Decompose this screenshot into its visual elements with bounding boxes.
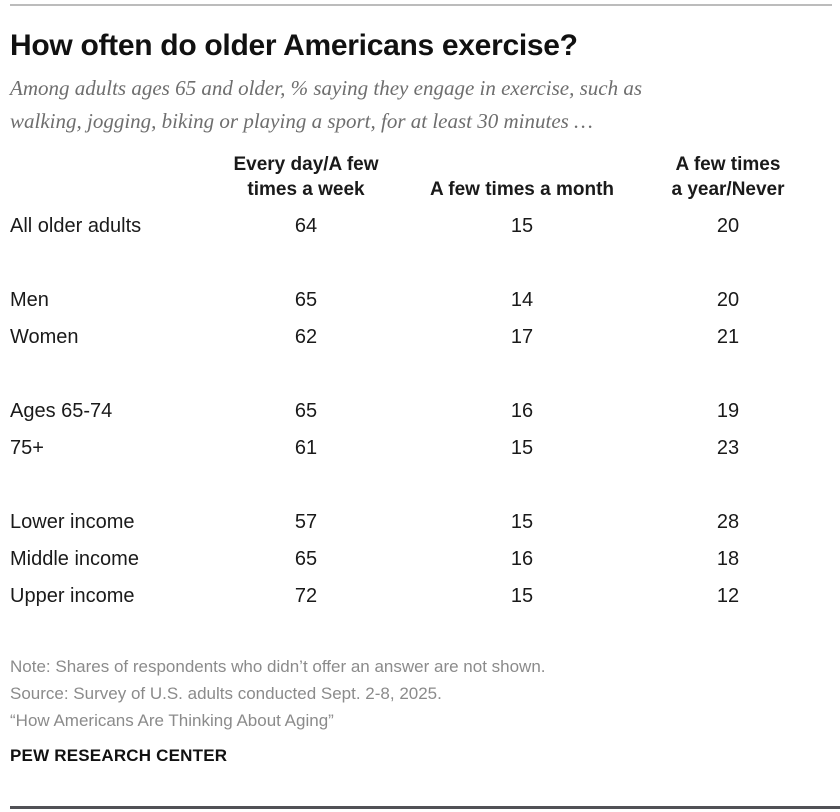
value-cell: 65 — [294, 548, 318, 570]
table-row-middle-income: Middle income 65 16 18 — [10, 541, 822, 578]
row-label-column-header — [10, 152, 202, 208]
value-cell: 64 — [294, 215, 318, 237]
row-label: Lower income — [10, 511, 135, 533]
value-cell: 65 — [294, 289, 318, 311]
value-cell: 62 — [294, 326, 318, 348]
table-row-upper-income: Upper income 72 15 12 — [10, 578, 822, 615]
top-divider — [10, 4, 832, 6]
value-cell: 65 — [294, 400, 318, 422]
row-label: Middle income — [10, 548, 139, 570]
value-cell: 17 — [510, 326, 534, 348]
value-cell: 14 — [510, 289, 534, 311]
value-cell: 72 — [294, 585, 318, 607]
column-header-line: a year/Never — [671, 179, 785, 200]
subtitle-line-2: walking, jogging, biking or playing a sp… — [10, 109, 593, 133]
value-cell: 16 — [510, 548, 534, 570]
value-cell: 15 — [510, 511, 534, 533]
footer: Note: Shares of respondents who didn’t o… — [0, 653, 840, 769]
value-cell: 20 — [716, 215, 740, 237]
row-label: Upper income — [10, 585, 135, 607]
table-row-women: Women 62 17 21 — [10, 319, 822, 356]
row-label: 75+ — [10, 437, 44, 459]
value-cell: 23 — [716, 437, 740, 459]
group-spacer — [10, 356, 822, 393]
report-title-line: “How Americans Are Thinking About Aging” — [10, 711, 334, 730]
bottom-divider — [10, 806, 840, 809]
table-row-75-plus: 75+ 61 15 23 — [10, 430, 822, 467]
chart-subtitle: Among adults ages 65 and older, % saying… — [10, 72, 840, 138]
row-label: Ages 65-74 — [10, 400, 113, 422]
value-cell: 15 — [510, 437, 534, 459]
note-line: Note: Shares of respondents who didn’t o… — [10, 657, 546, 676]
value-cell: 61 — [294, 437, 318, 459]
brand-pew-research-center: PEW RESEARCH CENTER — [10, 746, 228, 765]
column-header-every-day-week: Every day/A few times a week — [202, 152, 410, 208]
value-cell: 57 — [294, 511, 318, 533]
row-label: Men — [10, 289, 49, 311]
value-cell: 18 — [716, 548, 740, 570]
table-header-row: Every day/A few times a week A few times … — [10, 152, 822, 208]
table-row-men: Men 65 14 20 — [10, 282, 822, 319]
subtitle-line-1: Among adults ages 65 and older, % saying… — [10, 76, 643, 100]
row-label: All older adults — [10, 215, 142, 237]
value-cell: 19 — [716, 400, 740, 422]
column-header-line: Every day/A few — [233, 154, 379, 175]
column-header-few-times-year-never: A few times a year/Never — [634, 152, 822, 208]
row-label: Women — [10, 326, 79, 348]
column-header-line: times a week — [247, 179, 365, 200]
column-header-few-times-month: A few times a month — [429, 179, 615, 200]
value-cell: 12 — [716, 585, 740, 607]
value-cell: 21 — [716, 326, 740, 348]
value-cell: 20 — [716, 289, 740, 311]
table-row-all-older-adults: All older adults 64 15 20 — [10, 208, 822, 245]
value-cell: 15 — [510, 215, 534, 237]
table-row-ages-65-74: Ages 65-74 65 16 19 — [10, 393, 822, 430]
value-cell: 28 — [716, 511, 740, 533]
column-header-line: A few times — [675, 154, 781, 175]
group-spacer — [10, 467, 822, 504]
value-cell: 16 — [510, 400, 534, 422]
value-cell: 15 — [510, 585, 534, 607]
table-row-lower-income: Lower income 57 15 28 — [10, 504, 822, 541]
exercise-frequency-table: Every day/A few times a week A few times … — [10, 152, 822, 615]
chart-title: How often do older Americans exercise? — [10, 29, 578, 62]
group-spacer — [10, 245, 822, 282]
source-line: Source: Survey of U.S. adults conducted … — [10, 684, 442, 703]
